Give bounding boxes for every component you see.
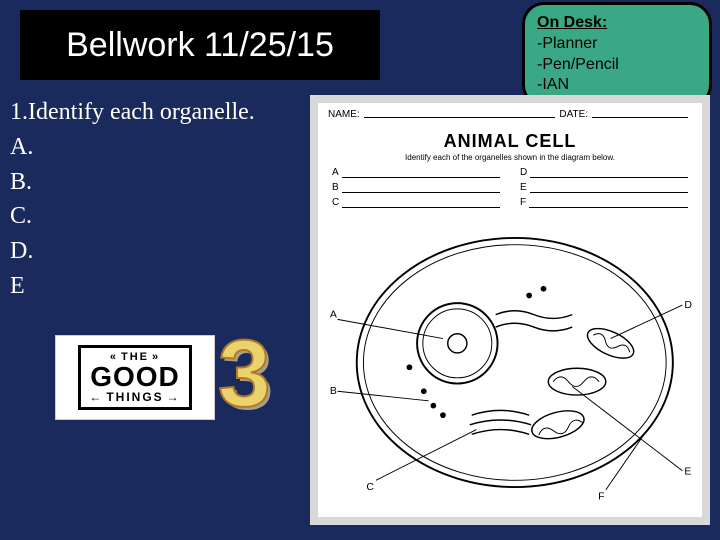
- worksheet-header: NAME: DATE:: [328, 109, 692, 120]
- cell-diagram: A B C D E F: [328, 218, 692, 507]
- worksheet-title: ANIMAL CELL: [318, 131, 702, 152]
- good-things-line2: GOOD: [89, 363, 180, 391]
- on-desk-item: -Pen/Pencil: [537, 55, 697, 76]
- worksheet-subtitle: Identify each of the organelles shown in…: [318, 153, 702, 162]
- question-option: A.: [10, 130, 255, 165]
- diagram-label-c: C: [366, 481, 374, 493]
- answer-label: D: [520, 167, 527, 178]
- question-block: 1.Identify each organelle. A. B. C. D. E: [10, 95, 255, 304]
- good-things-line3: THINGS: [106, 391, 163, 403]
- question-option: E: [10, 269, 255, 304]
- arrow-right-icon: →: [167, 391, 181, 403]
- on-desk-heading: On Desk:: [537, 13, 697, 34]
- answer-label: B: [332, 182, 339, 193]
- diagram-label-a: A: [330, 308, 337, 320]
- name-label: NAME:: [328, 109, 360, 120]
- worksheet-frame: NAME: DATE: ANIMAL CELL Identify each of…: [310, 95, 710, 525]
- bellwork-title: Bellwork 11/25/15: [20, 10, 380, 80]
- diagram-label-e: E: [684, 466, 691, 478]
- arrow-left-icon: ←: [89, 391, 103, 403]
- good-things-badge: « THE » GOOD ← THINGS →: [55, 335, 215, 420]
- on-desk-box: On Desk: -Planner -Pen/Pencil -IAN: [522, 2, 712, 107]
- question-option: D.: [10, 234, 255, 269]
- name-fill-line: [364, 109, 556, 118]
- answer-label: C: [332, 197, 339, 208]
- answer-label: E: [520, 182, 527, 193]
- question-prompt: 1.Identify each organelle.: [10, 95, 255, 130]
- question-option: C.: [10, 199, 255, 234]
- big-number: 3: [218, 320, 271, 429]
- worksheet-paper: NAME: DATE: ANIMAL CELL Identify each of…: [318, 103, 702, 517]
- animal-cell-icon: A B C D E F: [328, 218, 692, 507]
- worksheet-answer-lines: A D B E C F: [332, 167, 688, 212]
- answer-label: A: [332, 167, 339, 178]
- on-desk-item: -IAN: [537, 75, 697, 96]
- on-desk-item: -Planner: [537, 34, 697, 55]
- diagram-label-d: D: [684, 299, 692, 311]
- date-label: DATE:: [559, 109, 588, 120]
- diagram-label-b: B: [330, 385, 337, 397]
- question-option: B.: [10, 165, 255, 200]
- date-fill-line: [592, 109, 688, 118]
- good-things-inner: « THE » GOOD ← THINGS →: [78, 345, 191, 410]
- answer-label: F: [520, 197, 526, 208]
- diagram-label-f: F: [598, 490, 604, 502]
